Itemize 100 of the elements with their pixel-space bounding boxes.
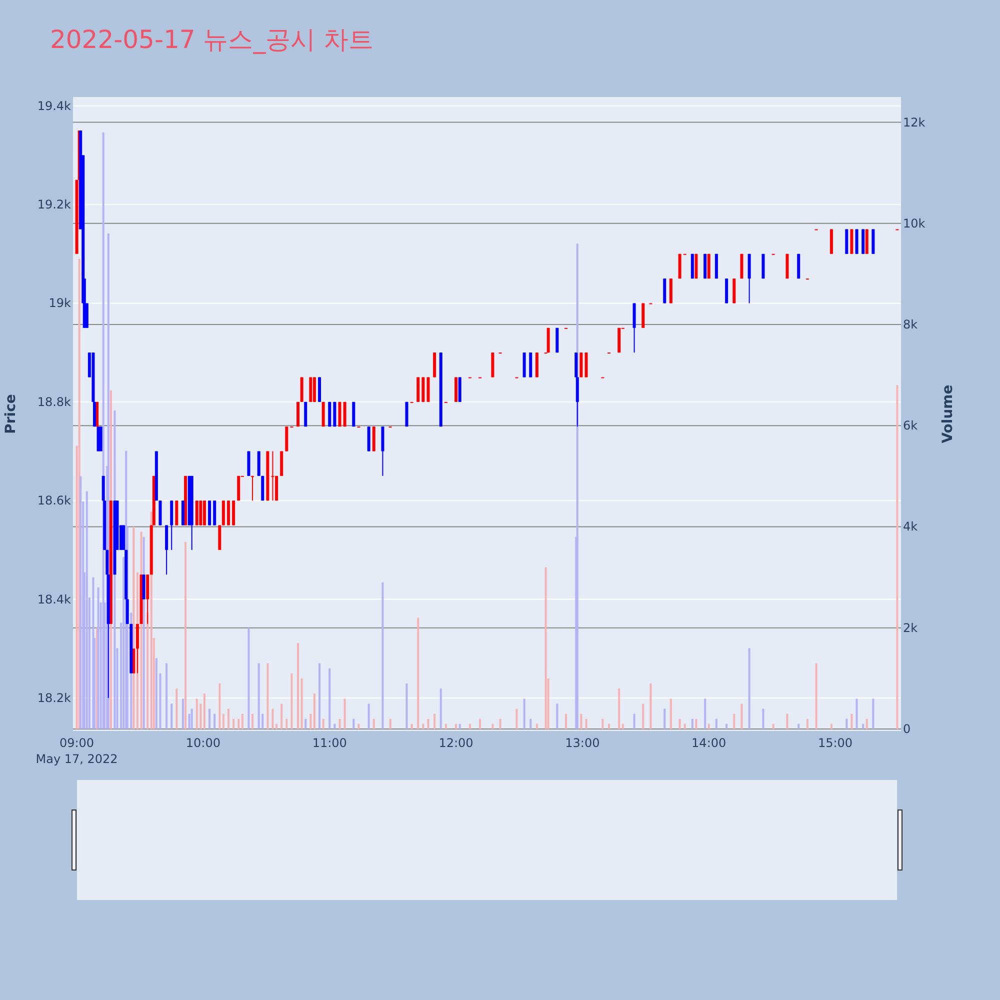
bar — [896, 385, 898, 729]
bar — [434, 714, 436, 729]
bar — [695, 718, 698, 729]
bar — [184, 542, 187, 729]
bar — [427, 718, 430, 729]
bar — [608, 724, 610, 729]
bar — [740, 704, 743, 729]
bar — [338, 718, 341, 729]
bar — [258, 663, 260, 729]
bar — [772, 724, 774, 729]
y2-tick-label: 8k — [903, 318, 918, 332]
bar — [86, 491, 88, 729]
bar — [798, 724, 800, 729]
bar — [806, 718, 808, 729]
candlestick — [271, 450, 274, 502]
bar — [214, 714, 216, 729]
bar — [618, 688, 620, 729]
bar — [410, 724, 413, 729]
bar — [227, 708, 230, 729]
bar — [650, 683, 652, 729]
bar — [536, 724, 538, 729]
bar — [286, 718, 288, 729]
bar — [479, 718, 482, 729]
bar — [382, 582, 384, 729]
bar — [266, 663, 269, 729]
y-tick-label: 18.2k — [37, 690, 72, 705]
y-tick-label: 19.2k — [37, 198, 72, 212]
bar — [530, 718, 532, 729]
bar — [633, 714, 636, 729]
bar — [304, 718, 307, 729]
bar — [691, 718, 694, 729]
bar — [176, 688, 178, 729]
bar — [280, 704, 283, 729]
x-tick-label: 13:00 — [565, 736, 600, 750]
y2-tick-label: 12k — [903, 115, 926, 130]
bar — [146, 612, 149, 729]
bar — [252, 714, 254, 729]
bar — [248, 628, 250, 729]
bar — [276, 724, 278, 729]
bar — [222, 714, 224, 729]
bar — [850, 714, 853, 729]
bar — [290, 673, 293, 729]
bar — [155, 658, 158, 729]
y-tick-label: 19.4k — [37, 98, 72, 113]
bar — [334, 724, 336, 729]
bar — [368, 704, 370, 729]
bar — [203, 694, 206, 729]
bar — [556, 704, 558, 729]
bar — [715, 718, 718, 729]
bar — [468, 724, 471, 729]
bar — [80, 476, 82, 729]
bar — [232, 718, 235, 729]
bar — [762, 708, 764, 729]
bar — [585, 718, 588, 729]
bar — [300, 678, 303, 729]
bar — [182, 698, 184, 729]
bar — [733, 714, 736, 729]
bar — [196, 698, 198, 729]
x-tick-label: 15:00 — [818, 736, 853, 750]
y2-tick-label: 10k — [903, 216, 926, 230]
bar — [458, 724, 461, 729]
y2-tick-label: 2k — [903, 620, 918, 635]
bar — [358, 724, 360, 729]
bar — [406, 683, 408, 729]
bar — [748, 648, 750, 729]
bar — [297, 643, 300, 729]
bar — [664, 708, 666, 729]
bar — [310, 714, 312, 729]
x-tick-label: 10:00 — [186, 736, 220, 750]
bar — [455, 724, 458, 729]
bar — [318, 663, 321, 729]
bar — [166, 663, 168, 729]
bar — [328, 668, 331, 729]
bar — [866, 718, 868, 729]
bar — [576, 244, 578, 729]
bar — [786, 714, 788, 729]
bar — [208, 708, 211, 729]
bar — [322, 718, 324, 729]
bar — [830, 724, 832, 729]
x-tick-label: 09:00 May 17, 2022 — [36, 736, 118, 766]
bar — [565, 714, 568, 729]
bar — [389, 718, 392, 729]
x-tick-label: 11:00 — [312, 736, 347, 750]
bar — [516, 708, 518, 729]
bar — [313, 694, 316, 729]
y2-tick-label: 0 — [903, 722, 911, 736]
candlestick — [251, 475, 254, 502]
bar — [726, 724, 728, 729]
bar — [544, 567, 547, 729]
bar — [602, 718, 604, 729]
bar — [170, 704, 173, 729]
bar — [344, 698, 346, 729]
bar — [444, 724, 447, 729]
bar — [862, 724, 864, 729]
bar — [238, 718, 240, 729]
bar — [642, 704, 644, 729]
y2-axis-title: Volume — [940, 384, 956, 444]
y-tick-label: 18.6k — [37, 494, 72, 508]
bar — [272, 708, 274, 729]
bar — [218, 683, 221, 729]
